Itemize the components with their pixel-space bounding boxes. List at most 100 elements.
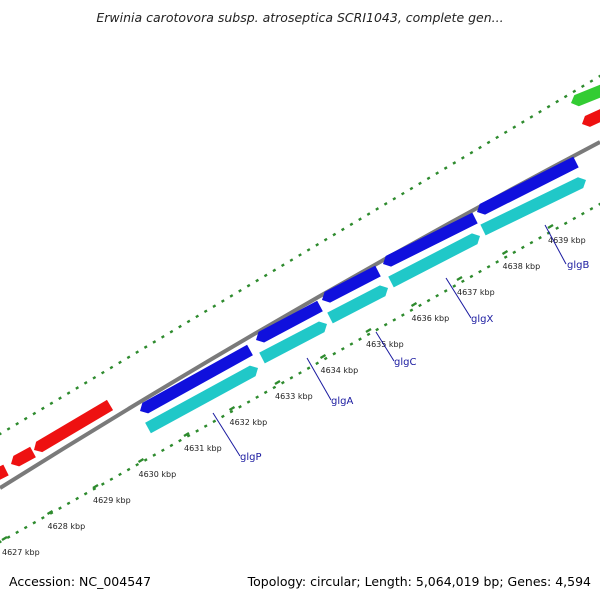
kbp-tick — [410, 301, 418, 308]
outer-tick — [160, 335, 165, 339]
outer-tick — [272, 268, 277, 273]
outer-tick — [109, 365, 114, 370]
outer-tick — [478, 145, 482, 150]
outer-tick — [418, 181, 422, 186]
inner-tick — [83, 491, 88, 496]
inner-tick — [460, 279, 465, 284]
inner-tick — [255, 395, 260, 399]
outer-tick — [366, 212, 371, 216]
inner-tick — [452, 284, 457, 288]
outer-tick — [66, 391, 71, 395]
outer-tick — [469, 150, 474, 155]
outer-tick — [383, 202, 388, 206]
outer-tick — [229, 294, 234, 298]
reverse-gene-arrow — [327, 285, 388, 324]
inner-tick — [169, 443, 174, 448]
outer-tick — [340, 227, 345, 232]
inner-tick — [443, 289, 448, 293]
outer-tick — [178, 324, 182, 329]
outer-tick — [452, 161, 457, 165]
outer-tick — [143, 345, 148, 349]
outer-tick-track — [0, 74, 600, 436]
outer-tick — [443, 166, 448, 170]
outer-tick — [495, 135, 500, 140]
inner-tick — [6, 535, 11, 539]
inner-tick — [598, 202, 600, 206]
gene-leader-line — [544, 224, 567, 265]
outer-tick — [486, 140, 491, 145]
outer-tick — [220, 299, 225, 303]
outer-tick — [186, 319, 191, 324]
outer-tick — [246, 283, 251, 288]
inner-tick — [195, 429, 200, 433]
inner-tick — [400, 313, 405, 317]
forward-gene-arrow — [322, 265, 381, 303]
inner-tick — [520, 245, 525, 250]
kbp-label: 4632 kbp — [230, 418, 268, 427]
outer-tick — [435, 171, 440, 175]
inner-tick — [426, 298, 431, 303]
inner-tick — [503, 255, 508, 259]
forward-gene-arrow — [383, 212, 478, 267]
inner-tick — [229, 409, 234, 414]
inner-tick — [563, 221, 568, 226]
outer-tick — [538, 110, 542, 114]
gene-label-glgA: glgA — [331, 396, 353, 407]
genome-title: Erwinia carotovora subsp. atroseptica SC… — [96, 10, 504, 25]
inner-tick — [272, 385, 277, 390]
outer-tick — [195, 314, 200, 319]
inner-tick — [580, 211, 585, 216]
kbp-scale: 4627 kbp 4628 kbp 4629 kbp 4630 kbp 4631 kbp… — [1, 223, 586, 557]
inner-tick — [186, 433, 191, 438]
outer-tick — [280, 263, 285, 268]
inner-tick — [392, 318, 397, 322]
inner-tick — [340, 347, 345, 351]
kbp-label: 4630 kbp — [139, 470, 177, 479]
forward-gene-arrow — [256, 300, 323, 343]
outer-tick — [563, 94, 568, 99]
inner-tick — [383, 322, 388, 327]
inner-tick — [315, 361, 320, 366]
kbp-label: 4627 kbp — [2, 548, 40, 557]
reverse-strand-genes — [145, 177, 586, 434]
outer-tick — [23, 416, 28, 421]
reverse-gene-arrow — [480, 177, 586, 236]
kbp-tick — [183, 431, 190, 438]
kbp-label: 4636 kbp — [412, 314, 450, 323]
inner-tick — [298, 371, 302, 375]
inner-tick — [375, 327, 380, 332]
outer-tick — [152, 340, 157, 344]
reverse-gene-arrow — [259, 321, 327, 364]
gene-leader-line — [306, 357, 332, 401]
inner-tick — [143, 458, 148, 462]
inner-tick — [418, 303, 422, 308]
inner-tick — [126, 467, 131, 472]
inner-tick — [220, 414, 225, 419]
outer-tick — [15, 421, 20, 426]
outer-tick — [32, 411, 37, 416]
inner-tick — [332, 351, 337, 356]
outer-tick — [0, 432, 2, 436]
inner-tick — [118, 472, 122, 477]
outer-tick — [203, 309, 208, 314]
outer-tick — [135, 350, 140, 354]
kbp-label: 4637 kbp — [457, 288, 495, 297]
inner-tick — [555, 226, 560, 230]
kbp-tick — [274, 379, 281, 386]
inner-tick — [512, 250, 517, 255]
inner-tick — [178, 438, 182, 443]
kbp-tick — [228, 405, 236, 412]
outer-tick — [315, 242, 320, 247]
inner-tick — [135, 462, 140, 467]
forward-strand-genes — [140, 156, 579, 414]
outer-tick — [426, 176, 431, 181]
inner-tick — [306, 366, 311, 370]
kbp-tick — [46, 509, 54, 516]
inner-tick — [160, 448, 165, 453]
red-feature-arrow — [0, 464, 9, 480]
inner-tick — [66, 501, 71, 506]
inner-tick — [409, 308, 414, 313]
gene-label-glgB: glgB — [567, 260, 589, 271]
gene-leader-line — [375, 331, 395, 362]
